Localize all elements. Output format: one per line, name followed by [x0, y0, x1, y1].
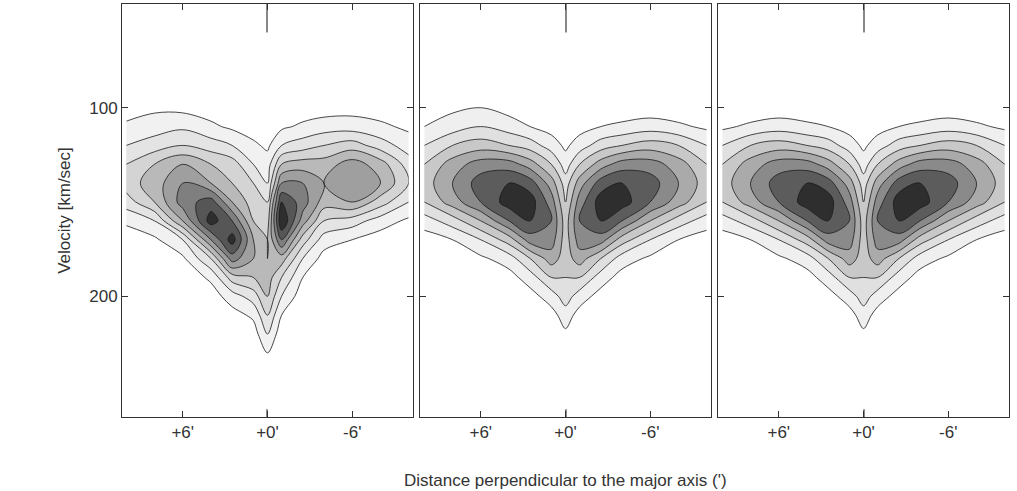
svg-text:+6': +6' [469, 423, 492, 442]
svg-text:+0': +0' [554, 423, 577, 442]
svg-text:+6': +6' [767, 423, 790, 442]
svg-text:Velocity [km/sec]: Velocity [km/sec] [55, 147, 74, 274]
svg-text:+0': +0' [256, 423, 279, 442]
svg-text:-6': -6' [939, 423, 957, 442]
svg-text:+0': +0' [852, 423, 875, 442]
svg-text:-6': -6' [641, 423, 659, 442]
svg-text:+6': +6' [171, 423, 194, 442]
svg-text:200: 200 [89, 287, 117, 306]
svg-text:-6': -6' [343, 423, 361, 442]
svg-text:Distance perpendicular to the: Distance perpendicular to the major axis… [404, 471, 727, 490]
svg-text:100: 100 [89, 99, 117, 118]
